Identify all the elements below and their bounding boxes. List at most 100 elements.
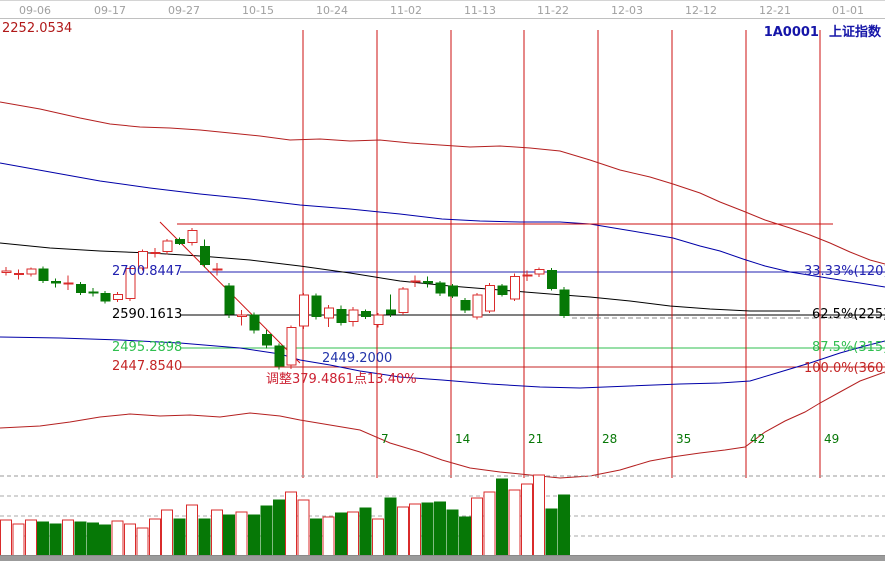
date-tick-label: 12-12 [685, 4, 717, 17]
candle-body [398, 288, 409, 313]
volume-bar [359, 507, 372, 557]
volume-bar [409, 503, 422, 557]
date-tick-label: 09-27 [168, 4, 200, 17]
candle-body [113, 293, 124, 300]
candle-body [534, 269, 545, 275]
date-tick-label: 12-03 [611, 4, 643, 17]
volume-bar [384, 497, 397, 557]
candle-body [224, 285, 235, 315]
volume-bar [396, 506, 409, 557]
volume-bar [545, 508, 558, 557]
retracement-annotation: 调整379.4861点13.40% [266, 372, 417, 387]
candle-body [137, 251, 148, 269]
volume-bar [74, 521, 87, 557]
candle-body [249, 314, 260, 331]
symbol-code: 1A0001 [763, 25, 819, 40]
candle-body [51, 281, 62, 284]
candle-body [348, 309, 359, 323]
fib-percent-label: 33.33%(120) [804, 264, 885, 279]
date-axis: 09-06 09-17 09-27 10-15 10-24 11-02 11-13 11-22… [0, 0, 885, 19]
lower-blue-band [0, 336, 885, 389]
candle-body [472, 294, 483, 318]
date-tick-label: 12-21 [759, 4, 791, 17]
candle-body [361, 311, 372, 317]
candle-body [410, 280, 421, 283]
candle-body [522, 274, 533, 277]
volume-bar [24, 519, 37, 557]
cycle-day-label: 14 [455, 432, 471, 446]
candle-body [199, 245, 210, 265]
candle-body [373, 314, 384, 326]
candle-body [13, 272, 24, 275]
horizontal-scrollbar[interactable] [0, 555, 885, 561]
volume-bar [235, 511, 248, 557]
volume-bar [248, 514, 260, 557]
date-tick-label: 10-15 [242, 4, 274, 17]
volume-bar [421, 502, 434, 557]
candle-body [497, 285, 508, 295]
volume-bar [334, 512, 347, 557]
volume-bar [37, 521, 50, 557]
volume-bar [434, 501, 446, 557]
volume-bar [136, 527, 149, 557]
volume-bar [558, 494, 570, 557]
date-tick-label: 09-06 [19, 4, 51, 17]
fib-percent-label: 100.0%(360) [804, 361, 885, 376]
candle-body [336, 308, 347, 323]
price-level-label: 2590.1613 [112, 307, 183, 322]
date-tick-label: 11-02 [390, 4, 422, 17]
volume-bar [49, 523, 62, 557]
candle-body [423, 281, 434, 284]
candle-body [311, 295, 322, 317]
candle-body [559, 289, 570, 317]
volume-bar [520, 483, 533, 557]
candle-body [286, 327, 297, 366]
candle-body [38, 268, 49, 282]
volume-bar [372, 518, 384, 557]
date-tick-label: 09-17 [94, 4, 126, 17]
candle-body [385, 309, 396, 315]
fib-percent-label: 62.5%(225) [812, 307, 885, 322]
volume-bar [347, 511, 360, 557]
volume-bar [173, 518, 186, 557]
cycle-day-label: 28 [602, 432, 618, 446]
candle-body [125, 268, 136, 300]
volume-bar [260, 505, 273, 557]
candle-body [460, 299, 471, 311]
volume-bar [198, 518, 211, 557]
session-price-label: 2252.0534 [2, 21, 73, 36]
candle-body [187, 229, 198, 243]
candle-body [274, 345, 285, 367]
symbol-title: 1A0001 上证指数 [764, 21, 881, 40]
volume-bar [533, 474, 546, 557]
price-level-label: 2495.2898 [112, 340, 183, 355]
volume-bar [12, 523, 25, 557]
cycle-day-label: 42 [750, 432, 766, 446]
volume-bar [496, 478, 508, 557]
volume-bar [483, 491, 496, 557]
candle-body [1, 270, 12, 273]
price-level-label: 2700.8447 [112, 264, 183, 279]
symbol-name: 上证指数 [828, 25, 881, 40]
candle-body [88, 291, 99, 294]
volume-bar [508, 489, 521, 557]
volume-bar [310, 518, 322, 557]
date-tick-label: 11-22 [537, 4, 569, 17]
volume-bar [111, 520, 124, 557]
volume-bar [86, 522, 99, 557]
cycle-day-label: 7 [381, 432, 389, 446]
cycle-day-label: 49 [824, 432, 840, 446]
upper-red-band [0, 101, 885, 265]
volume-bar [471, 497, 484, 557]
candle-body [75, 283, 86, 294]
candle-body [175, 239, 186, 244]
volume-bar [99, 524, 112, 557]
volume-bar [148, 518, 161, 557]
volume-bar [446, 509, 459, 557]
candle-body [435, 282, 446, 294]
date-tick-label: 01-01 [832, 4, 864, 17]
candle-body [63, 282, 74, 285]
candle-body [100, 293, 111, 302]
cycle-day-label: 21 [528, 432, 544, 446]
